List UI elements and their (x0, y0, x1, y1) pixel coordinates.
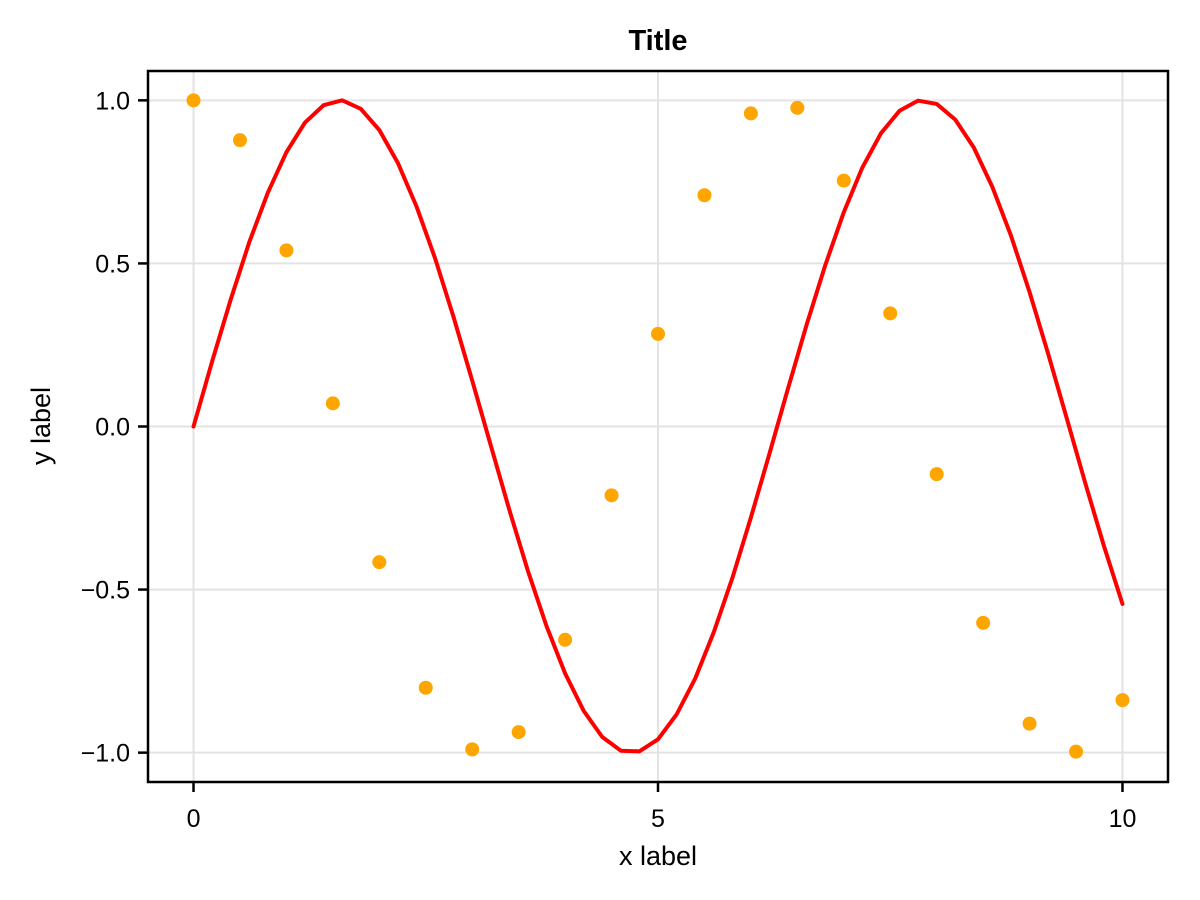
scatter-point (743, 106, 758, 121)
y-tick-label: −1.0 (81, 740, 130, 768)
y-tick-label: 0.0 (95, 414, 130, 442)
x-tick-label: 0 (187, 805, 201, 833)
y-tick-label: 0.5 (95, 250, 130, 278)
scatter-point (418, 680, 433, 695)
y-tick-label: 1.0 (95, 87, 130, 115)
x-axis-label: x label (618, 841, 698, 871)
scatter-point (651, 326, 665, 341)
scatter-point (976, 615, 991, 630)
sine-line (191, 98, 1125, 754)
scatter-point (883, 306, 898, 321)
scatter-point (1115, 693, 1130, 708)
scatter-point (186, 93, 201, 108)
scatter-point (790, 100, 805, 115)
scatter-point (1022, 716, 1037, 731)
x-tick-label: 5 (651, 805, 665, 833)
y-axis-label: y label (26, 386, 57, 466)
scatter-point (604, 488, 619, 503)
scatter-point (1069, 744, 1084, 759)
chart-title: Title (628, 25, 688, 57)
x-tick-label: 10 (1109, 805, 1137, 833)
scatter-point (465, 742, 480, 757)
y-tick-label: −0.5 (81, 577, 130, 605)
scatter-point (929, 467, 944, 482)
scatter-point (558, 632, 573, 647)
scatter-point (279, 243, 294, 258)
scatter-point (511, 725, 526, 740)
scatter-point (325, 396, 340, 411)
scatter-point (697, 188, 712, 203)
scatter-point (836, 173, 851, 188)
scatter-point (232, 133, 247, 148)
scatter-point (372, 555, 387, 570)
